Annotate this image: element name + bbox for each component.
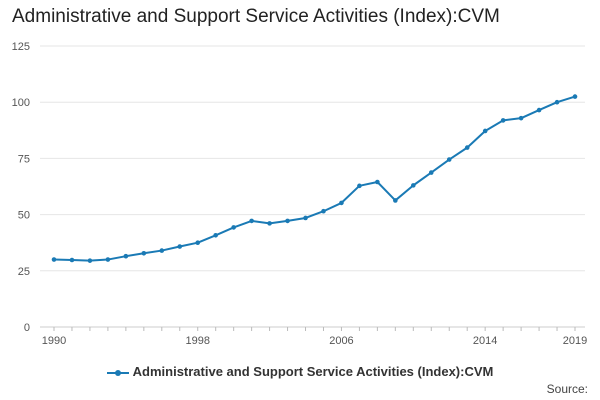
- data-point[interactable]: [159, 248, 165, 253]
- data-point[interactable]: [87, 258, 93, 263]
- data-point[interactable]: [231, 225, 236, 230]
- legend-line-marker-icon: [106, 368, 129, 378]
- data-point[interactable]: [482, 128, 488, 134]
- x-tick-label: 1990: [42, 335, 66, 347]
- data-point[interactable]: [285, 218, 290, 224]
- data-point[interactable]: [267, 221, 272, 226]
- data-point[interactable]: [51, 257, 57, 262]
- data-point[interactable]: [357, 183, 362, 189]
- x-tick-label: 1998: [185, 335, 209, 347]
- x-tick-labels: 1990 1998 2006 2014 2019: [42, 335, 587, 347]
- y-tick-label: 50: [18, 210, 30, 222]
- y-tick-labels: 0 25 50 75 100 125: [12, 41, 30, 334]
- data-point[interactable]: [141, 250, 147, 256]
- data-point[interactable]: [249, 218, 254, 224]
- data-point[interactable]: [572, 94, 578, 99]
- data-point[interactable]: [321, 208, 326, 214]
- data-point[interactable]: [123, 253, 129, 259]
- y-tick-label: 125: [12, 41, 30, 53]
- data-series: [51, 94, 578, 263]
- data-point[interactable]: [428, 170, 434, 175]
- data-point[interactable]: [339, 200, 344, 206]
- x-tick-label: 2006: [329, 335, 353, 347]
- gridlines: [40, 45, 585, 328]
- x-tick-label: 2019: [563, 335, 587, 347]
- legend-label: Administrative and Support Service Activ…: [132, 364, 494, 379]
- data-point[interactable]: [375, 179, 380, 185]
- data-point[interactable]: [213, 232, 218, 238]
- data-point[interactable]: [554, 99, 560, 105]
- data-point[interactable]: [536, 107, 542, 113]
- y-tick-label: 75: [18, 153, 30, 165]
- data-point[interactable]: [69, 257, 75, 263]
- y-tick-label: 0: [24, 322, 30, 334]
- y-tick-label: 100: [12, 97, 30, 109]
- data-point[interactable]: [446, 157, 452, 162]
- data-point[interactable]: [177, 244, 183, 249]
- data-point[interactable]: [105, 257, 111, 262]
- legend[interactable]: Administrative and Support Service Activ…: [0, 364, 600, 379]
- data-point[interactable]: [464, 145, 470, 150]
- data-point[interactable]: [411, 183, 416, 188]
- source-label: Source:: [546, 382, 588, 396]
- axes: [53, 327, 576, 331]
- x-tick-label: 2014: [473, 335, 497, 347]
- chart-title: Administrative and Support Service Activ…: [12, 6, 500, 27]
- y-tick-label: 25: [18, 266, 30, 278]
- data-point[interactable]: [195, 240, 201, 245]
- data-point[interactable]: [393, 198, 398, 203]
- data-point[interactable]: [500, 118, 506, 123]
- series-line[interactable]: [53, 95, 576, 262]
- data-point[interactable]: [303, 215, 308, 221]
- data-point[interactable]: [518, 115, 524, 121]
